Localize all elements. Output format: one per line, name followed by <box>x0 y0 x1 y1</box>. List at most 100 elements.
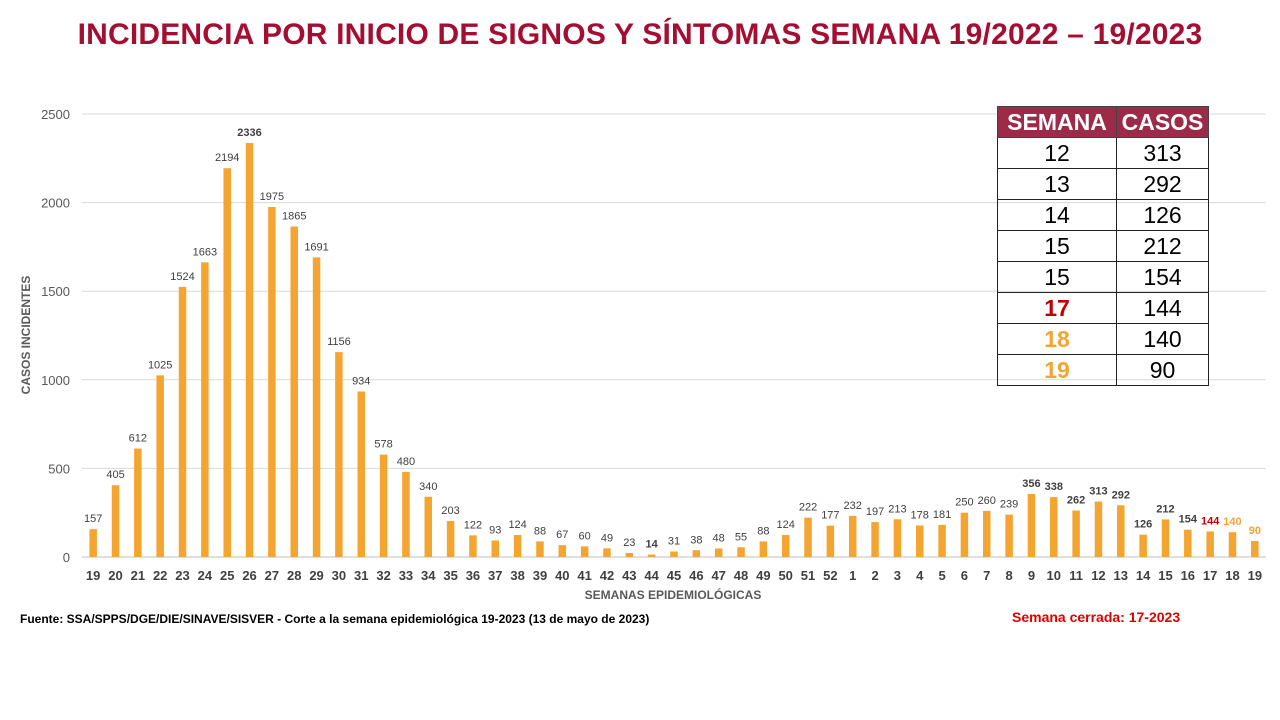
data-label: 250 <box>955 497 973 509</box>
table-cell-semana: 15 <box>997 230 1117 262</box>
table-cell-casos: 140 <box>1116 323 1209 355</box>
x-tick-label: 14 <box>1136 568 1151 583</box>
data-label: 578 <box>374 439 392 451</box>
data-label: 212 <box>1156 503 1174 515</box>
bar <box>893 519 902 557</box>
bar <box>245 143 254 558</box>
data-label: 67 <box>556 529 568 541</box>
x-tick-label: 34 <box>421 568 436 583</box>
x-tick-label: 38 <box>510 568 524 583</box>
bar <box>670 551 678 557</box>
bar <box>1184 529 1192 557</box>
bar <box>1161 519 1170 557</box>
bars <box>89 143 1259 558</box>
data-label: 260 <box>978 495 996 507</box>
x-tick-label: 49 <box>756 568 770 583</box>
x-tick-label: 30 <box>332 568 346 583</box>
data-label: 88 <box>534 525 546 537</box>
data-label: 177 <box>821 510 839 522</box>
x-tick-label: 47 <box>711 568 725 583</box>
bar <box>513 535 522 557</box>
y-tick-label: 500 <box>48 461 70 476</box>
column-header-casos: CASOS <box>1116 106 1209 138</box>
bar <box>915 525 924 557</box>
table-cell-casos: 126 <box>1116 199 1209 231</box>
table-cell-semana: 18 <box>997 323 1117 355</box>
table-cell-casos: 90 <box>1116 354 1209 386</box>
x-tick-label: 5 <box>938 568 945 583</box>
bar <box>871 522 879 557</box>
table-cell-casos: 144 <box>1116 292 1209 324</box>
data-label: 126 <box>1134 519 1152 531</box>
bar <box>781 535 790 557</box>
x-tick-label: 33 <box>399 568 413 583</box>
data-label: 31 <box>668 536 680 548</box>
x-tick-label: 4 <box>916 568 924 583</box>
x-tick-labels: 19 20 21 22 23 24 25 26 27 28 29 30 31 32 33 34 35 36 37 38… <box>86 568 1262 583</box>
data-label: 340 <box>419 481 437 493</box>
table-cell-semana: 17 <box>997 292 1117 324</box>
x-tick-label: 21 <box>131 568 145 583</box>
table-cell-casos: 212 <box>1116 230 1209 262</box>
table-row: 15 154 <box>997 261 1209 293</box>
data-label: 1975 <box>260 191 284 203</box>
data-label: 122 <box>464 519 482 531</box>
bar <box>290 226 298 557</box>
bar <box>201 262 209 557</box>
data-label: 203 <box>441 505 459 517</box>
bar <box>692 550 701 557</box>
x-tick-label: 3 <box>894 568 901 583</box>
bar <box>1228 532 1237 557</box>
data-label: 144 <box>1201 515 1220 527</box>
bar <box>312 257 321 557</box>
x-tick-label: 43 <box>622 568 636 583</box>
x-tick-label: 9 <box>1028 568 1035 583</box>
table-row: 17 144 <box>997 292 1209 324</box>
bar <box>1072 510 1080 557</box>
bar <box>848 515 857 557</box>
x-tick-label: 37 <box>488 568 502 583</box>
bar <box>536 541 544 557</box>
table-cell-semana: 12 <box>997 137 1117 169</box>
bar <box>1139 534 1147 557</box>
data-label: 60 <box>579 530 591 542</box>
bar <box>111 485 120 557</box>
x-tick-label: 13 <box>1114 568 1128 583</box>
x-tick-label: 39 <box>533 568 547 583</box>
bar <box>1206 531 1214 557</box>
bar <box>379 454 388 557</box>
bar <box>156 375 164 557</box>
x-tick-label: 8 <box>1005 568 1012 583</box>
table-row: 19 90 <box>997 354 1209 386</box>
chart-title: INCIDENCIA POR INICIO DE SIGNOS Y SÍNTOM… <box>77 18 1203 51</box>
data-label: 1865 <box>282 211 306 223</box>
y-tick-label: 2500 <box>41 107 70 122</box>
data-label: 38 <box>690 534 702 546</box>
data-label: 338 <box>1045 481 1063 493</box>
closed-week-note: Semana cerrada: 17-2023 <box>1012 609 1181 625</box>
bar <box>1027 493 1036 557</box>
x-tick-label: 2 <box>871 568 878 583</box>
x-tick-label: 25 <box>220 568 234 583</box>
table-row: 18 140 <box>997 323 1209 355</box>
bar <box>737 547 745 557</box>
x-tick-label: 23 <box>175 568 189 583</box>
x-tick-label: 26 <box>242 568 256 583</box>
x-tick-label: 42 <box>600 568 614 583</box>
data-label: 49 <box>601 532 613 544</box>
table-header-row: SEMANA CASOS <box>997 106 1209 138</box>
bar <box>625 552 634 557</box>
y-tick-label: 1000 <box>41 373 70 388</box>
x-tick-label: 44 <box>644 568 659 583</box>
x-tick-label: 22 <box>153 568 167 583</box>
bar <box>1050 497 1058 557</box>
data-label: 2336 <box>237 127 261 139</box>
x-tick-label: 10 <box>1047 568 1061 583</box>
x-tick-label: 1 <box>849 568 856 583</box>
data-label: 55 <box>735 531 747 543</box>
x-tick-label: 6 <box>961 568 968 583</box>
x-tick-label: 40 <box>555 568 569 583</box>
data-label: 1524 <box>170 271 194 283</box>
bar <box>804 517 812 557</box>
